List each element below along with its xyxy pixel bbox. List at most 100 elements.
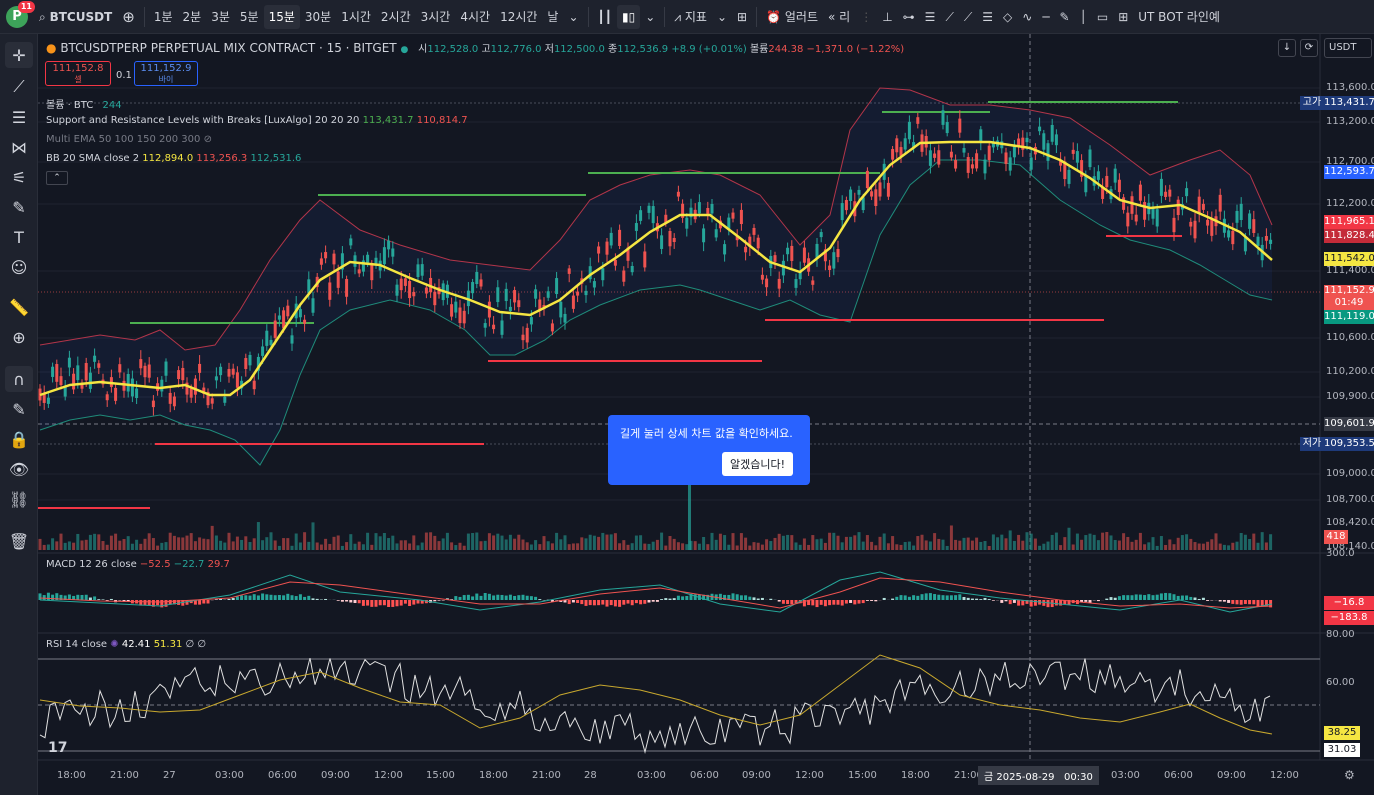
eye-hidden-icon[interactable]: ⊘ <box>203 134 212 145</box>
drawing-toolbar: ✛ ⟋ ☰ ⋈ ⚟ ✎ T ☺ 📏 ⊕ ∩ ✎ 🔒 👁 ⛓ 🗑 <box>0 34 38 795</box>
parallel-channel-tool-icon[interactable]: ☰ <box>924 9 936 24</box>
grid-tool-icon[interactable]: ⊞ <box>1118 9 1129 24</box>
toast-confirm-button[interactable]: 알겠습니다! <box>722 452 794 476</box>
go-to-realtime-icon[interactable]: ↓ <box>1278 39 1296 57</box>
rsi-settings-icon[interactable]: ✺ <box>110 639 119 650</box>
price-tick: 110,600.0 <box>1326 332 1374 343</box>
interval-5m[interactable]: 5분 <box>239 9 259 24</box>
low-tag: 저가 <box>1300 437 1324 451</box>
price-chart[interactable]: 17 <box>38 34 1374 795</box>
time-tick: 12:00 <box>795 770 824 781</box>
price-tick: 108,140.0 <box>1326 541 1374 552</box>
volume-value: 244.38 <box>768 44 804 55</box>
ema-legend[interactable]: Multi EMA 50 100 150 200 300 ⊘ <box>46 134 212 145</box>
vertical-line-tool-icon[interactable]: ⊥ <box>882 9 893 24</box>
alarm-clock-icon: ⏰ <box>766 9 782 24</box>
rsi-legend[interactable]: RSI 14 close ✺ 42.41 51.31 ∅ ∅ <box>46 639 206 650</box>
brush-icon[interactable]: ✎ <box>12 197 26 217</box>
chart-style-chevron-icon[interactable]: ⌄ <box>645 9 656 24</box>
time-tick: 21:00 <box>954 770 983 781</box>
price-tick: 109,000.0 <box>1326 468 1374 479</box>
pattern-icon[interactable]: ⋈ <box>11 137 27 157</box>
interval-1m[interactable]: 1분 <box>153 9 173 24</box>
time-axis-settings-icon[interactable]: ⚙ <box>1344 768 1355 782</box>
fib-retracement-icon[interactable]: ☰ <box>11 107 27 127</box>
sell-button[interactable]: 111,152.8 셀 <box>45 61 111 86</box>
cross-line-tool-icon[interactable]: ⊶ <box>902 9 915 24</box>
interval-day[interactable]: 날 <box>547 9 559 24</box>
time-tick: 06:00 <box>1164 770 1193 781</box>
ruler-icon[interactable]: 📏 <box>9 297 29 317</box>
interval-dropdown-chevron-icon[interactable]: ⌄ <box>568 9 579 24</box>
trend-line-tool-icon[interactable]: ⟋ <box>945 9 954 24</box>
divider <box>143 6 145 27</box>
replay-button[interactable]: « 리 <box>823 5 855 29</box>
brush-tool-icon[interactable]: ✎ <box>1059 9 1070 24</box>
symbol-search[interactable]: ⌕ BTCUSDT <box>34 5 117 29</box>
bb-legend-label: BB 20 SMA close 2 <box>46 153 140 164</box>
templates-grid-icon[interactable]: ⊞ <box>737 9 748 24</box>
price-tick: 112,700.0 <box>1326 156 1374 167</box>
link-icon[interactable]: ⛓ <box>8 489 30 509</box>
interval-4h[interactable]: 4시간 <box>460 9 491 24</box>
interval-3h[interactable]: 3시간 <box>420 9 451 24</box>
indicators-chevron-icon[interactable]: ⌄ <box>716 9 728 24</box>
zoom-in-icon[interactable]: ⊕ <box>12 327 26 347</box>
price-tick: 110,200.0 <box>1326 366 1374 377</box>
fib-tool-icon[interactable]: ☰ <box>982 9 994 24</box>
interval-2m[interactable]: 2분 <box>182 9 202 24</box>
indicators-button[interactable]: ⩘ 지표 <box>669 5 712 29</box>
ray-tool-icon[interactable]: ⟋ <box>963 9 973 24</box>
lock-icon[interactable]: 🔒 <box>9 429 29 449</box>
alert-button[interactable]: ⏰ 얼러트 <box>761 5 823 29</box>
pattern-tool-icon[interactable]: ◇ <box>1003 9 1013 24</box>
crosshair-price-label: 109,601.9 <box>1324 417 1374 431</box>
symbol-title[interactable]: BTCUSDTPERP PERPETUAL MIX CONTRACT · 15 … <box>60 41 397 55</box>
vertical-ray-tool-icon[interactable]: │ <box>1079 9 1087 24</box>
sr-legend[interactable]: Support and Resistance Levels with Break… <box>46 115 468 126</box>
interval-2h[interactable]: 2시간 <box>380 9 411 24</box>
rectangle-tool-icon[interactable]: ▭ <box>1096 9 1109 24</box>
time-tick: 09:00 <box>1217 770 1246 781</box>
interval-3m[interactable]: 3분 <box>211 9 230 24</box>
indicator-name-tab[interactable]: UT BOT 라인예 <box>1138 9 1220 24</box>
collapse-legend-icon[interactable]: ⌃ <box>46 171 68 185</box>
time-tick: 03:00 <box>215 770 244 781</box>
drag-handle-icon[interactable]: ⋮ <box>860 9 873 24</box>
bb-legend-v2: 113,256.3 <box>196 153 248 164</box>
lock-drawing-icon[interactable]: ✎ <box>12 399 26 419</box>
volume-legend-value: 244 <box>102 100 122 111</box>
prediction-icon[interactable]: ⚟ <box>11 167 27 187</box>
compare-add-icon[interactable]: ⊕ <box>122 7 135 26</box>
support-lines <box>38 235 1182 509</box>
interval-30m[interactable]: 30분 <box>304 9 332 24</box>
candle-style-icon[interactable]: ▮▯ <box>616 4 641 29</box>
path-tool-icon[interactable]: ∿ <box>1022 9 1033 24</box>
high-tag: 고가 <box>1300 96 1324 110</box>
macd-legend[interactable]: MACD 12 26 close −52.5 −22.7 29.7 <box>46 559 230 570</box>
auto-scale-icon[interactable]: ⟳ <box>1300 39 1318 57</box>
last-price-value: 111,152.9 <box>1324 285 1374 296</box>
crosshair-icon[interactable]: ✛ <box>5 42 33 68</box>
rsi-legend-v1: 42.41 <box>121 639 151 650</box>
magnet-icon[interactable]: ∩ <box>5 366 33 392</box>
bar-style-icon[interactable]: ┃┃ <box>597 9 612 24</box>
interval-1h[interactable]: 1시간 <box>341 9 371 24</box>
emoji-icon[interactable]: ☺ <box>10 257 28 277</box>
app-logo[interactable]: P 11 <box>6 0 35 28</box>
trend-line-icon[interactable]: ⟋ <box>13 77 25 96</box>
crosshair-time-label: 금 2025-08-29 00:30 <box>978 766 1099 785</box>
interval-12h[interactable]: 12시간 <box>500 9 538 24</box>
time-tick: 06:00 <box>268 770 297 781</box>
text-icon[interactable]: T <box>14 227 24 247</box>
volume-legend[interactable]: 볼륨 · BTC 244 <box>46 96 122 111</box>
currency-select[interactable]: USDT <box>1324 38 1372 58</box>
interval-15m[interactable]: 15분 <box>263 4 300 29</box>
eye-icon[interactable]: 👁 <box>8 459 30 479</box>
buy-button[interactable]: 111,152.9 바이 <box>134 61 198 86</box>
horizontal-ray-tool-icon[interactable]: ─ <box>1042 9 1050 24</box>
bb-legend[interactable]: BB 20 SMA close 2 112,894.0 113,256.3 11… <box>46 153 301 164</box>
trash-icon[interactable]: 🗑 <box>8 531 30 551</box>
rsi-legend-v3: ∅ <box>185 639 195 650</box>
open-label: 시 <box>418 44 428 55</box>
